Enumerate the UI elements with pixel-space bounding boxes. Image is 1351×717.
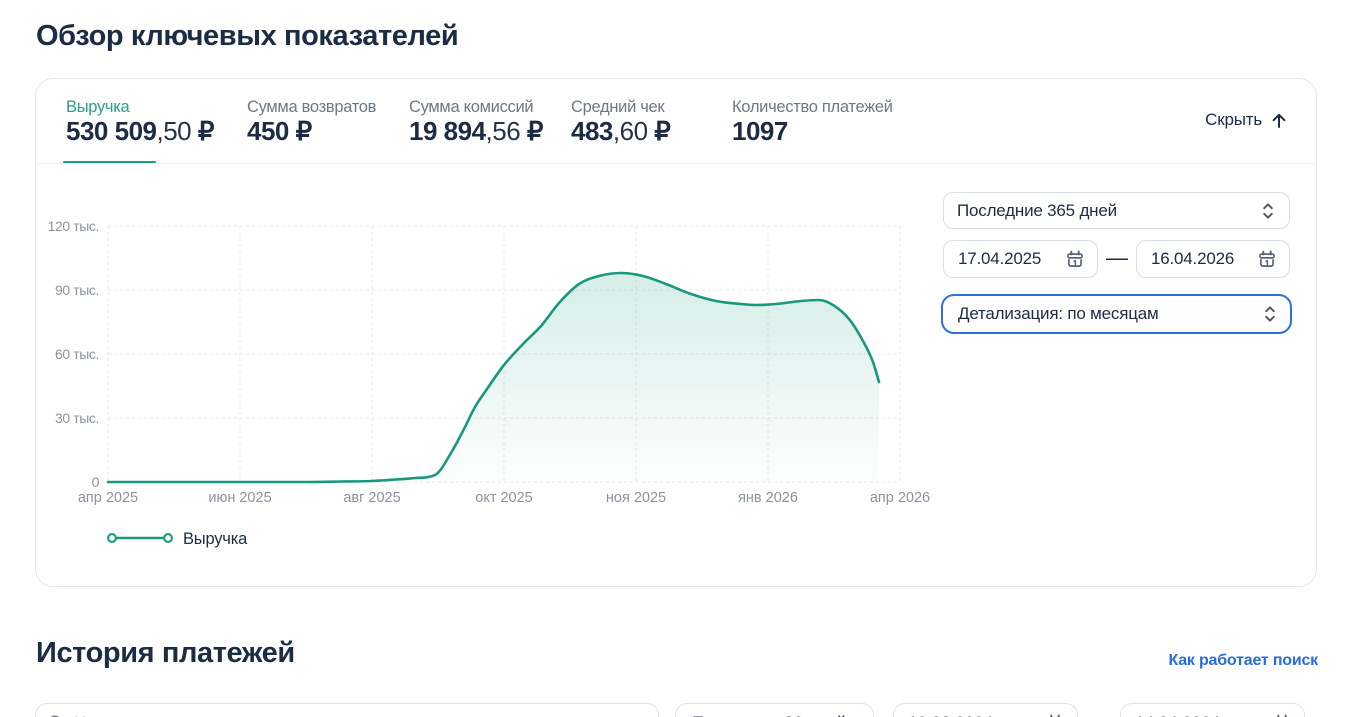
svg-text:30 тыс.: 30 тыс. [55,410,99,426]
svg-text:Выручка: Выручка [183,530,248,548]
svg-text:окт 2025: окт 2025 [475,490,533,506]
svg-text:янв 2026: янв 2026 [738,490,798,506]
svg-text:0: 0 [92,474,100,490]
svg-text:60 тыс.: 60 тыс. [55,346,99,362]
svg-text:июн 2025: июн 2025 [208,490,271,506]
svg-text:апр 2026: апр 2026 [870,490,930,506]
svg-text:ноя 2025: ноя 2025 [606,490,666,506]
svg-text:апр 2025: апр 2025 [78,490,138,506]
svg-text:авг 2025: авг 2025 [343,490,400,506]
svg-text:120 тыс.: 120 тыс. [48,218,99,234]
svg-text:90 тыс.: 90 тыс. [55,282,99,298]
